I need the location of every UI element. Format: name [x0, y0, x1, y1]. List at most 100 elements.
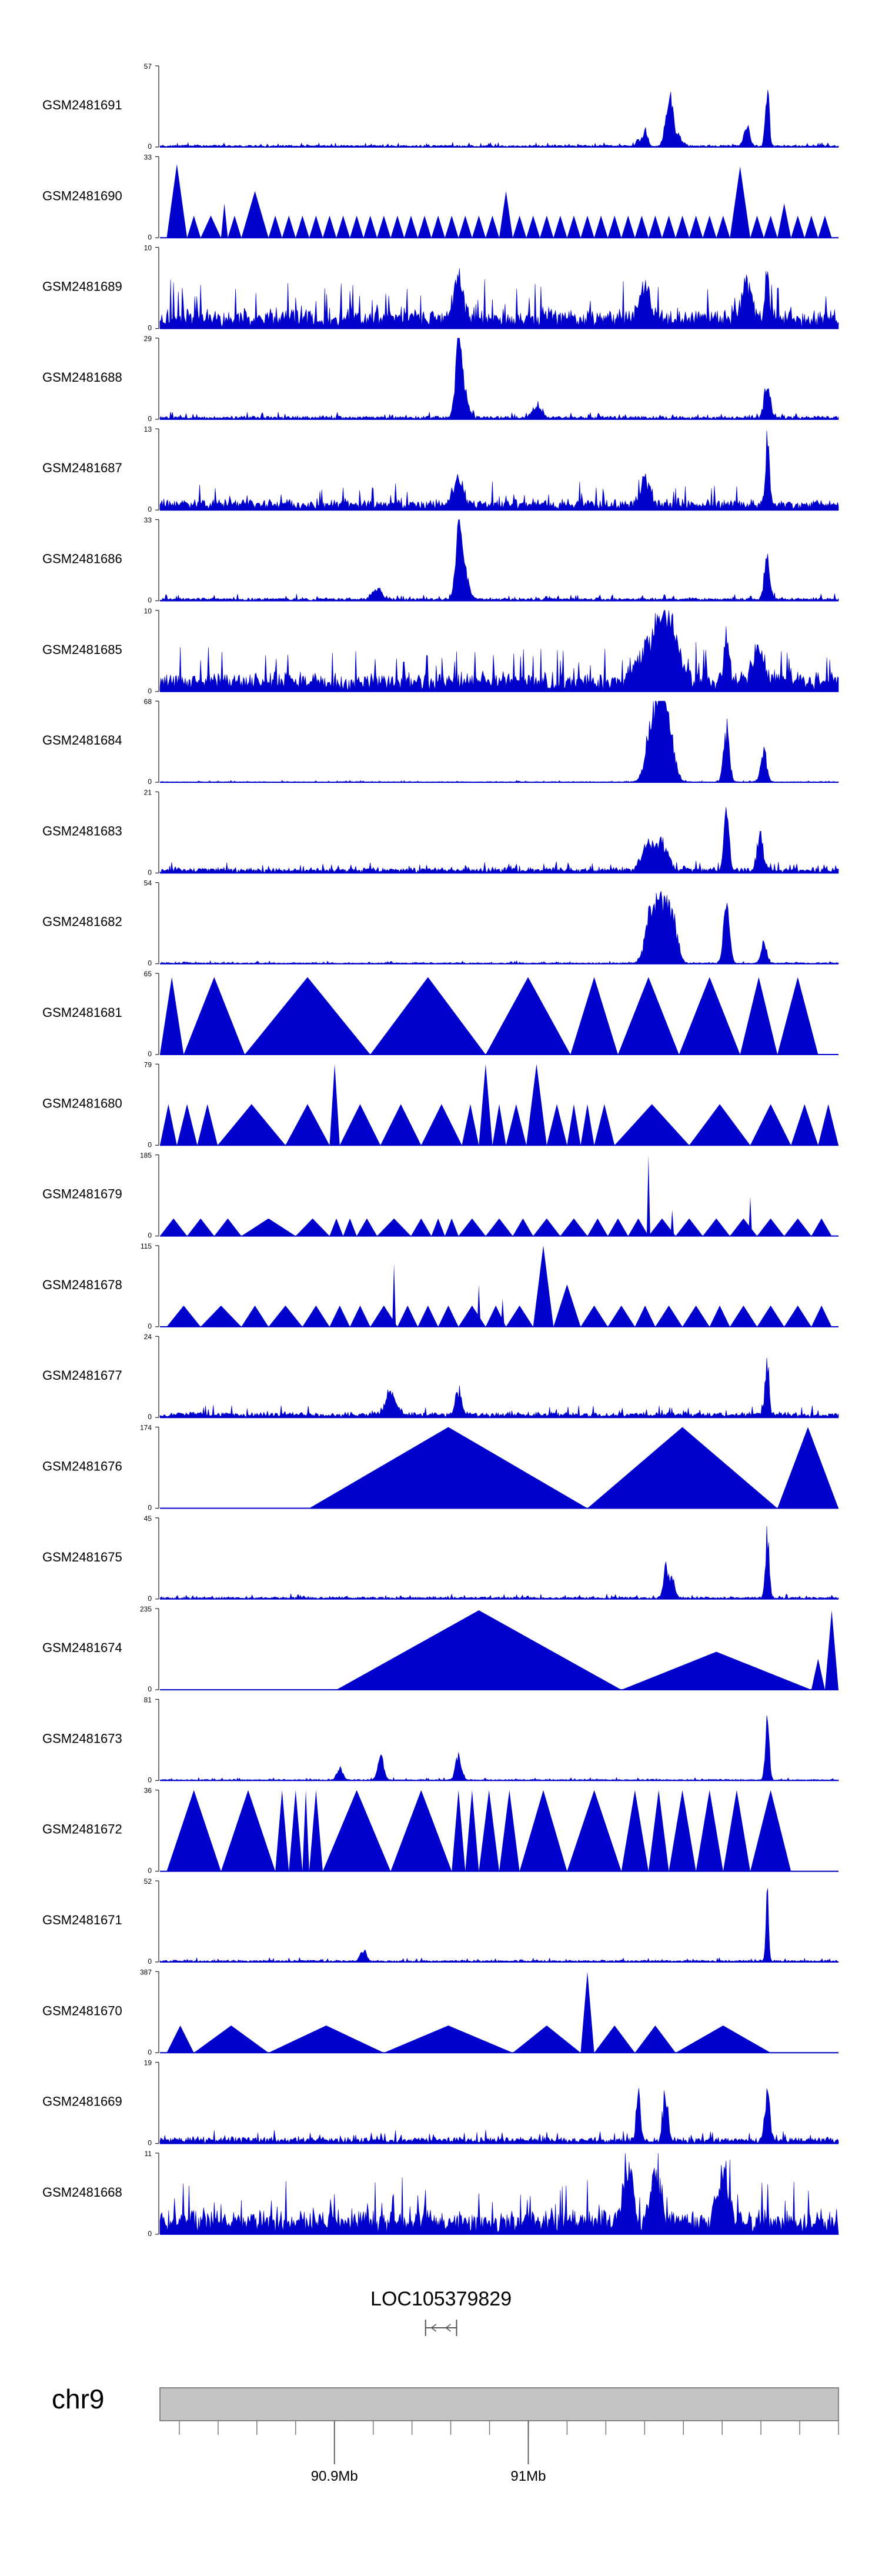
coverage-triangle: [703, 215, 717, 238]
coverage-triangle: [329, 1064, 340, 1146]
coverage-triangle: [689, 1104, 750, 1146]
coverage-triangle: [201, 215, 221, 238]
coverage-triangle: [750, 1104, 791, 1146]
coverage-triangle: [383, 2025, 513, 2053]
coverage-triangle: [818, 1104, 838, 1146]
coverage-spike: [477, 1284, 481, 1327]
track-label: GSM2481690: [42, 188, 122, 203]
coverage-spike: [670, 1209, 674, 1236]
y-tick-label-zero: 0: [148, 142, 152, 151]
track-label: GSM2481683: [42, 823, 122, 838]
coverage-triangle: [804, 215, 818, 238]
coverage-triangle: [553, 1284, 581, 1327]
y-tick-label-max: 36: [144, 1787, 152, 1795]
coverage-triangle: [513, 2025, 581, 2053]
y-tick-label-max: 19: [144, 2059, 152, 2067]
coverage-triangle: [295, 215, 309, 238]
gene-strand-arrow: [445, 2324, 451, 2332]
coverage-triangle: [655, 1305, 683, 1327]
coverage-triangle: [607, 215, 622, 238]
coverage-triangle: [431, 215, 445, 238]
coverage-spike: [748, 1196, 752, 1236]
track-label: GSM2481678: [42, 1277, 122, 1292]
coverage-signal: [159, 89, 839, 148]
track-label: GSM2481691: [42, 98, 122, 112]
coverage-triangle: [696, 1790, 723, 1871]
coverage-triangle: [214, 1218, 242, 1236]
coverage-triangle: [390, 1790, 452, 1871]
coverage-triangle: [648, 1790, 669, 1871]
track-label: GSM2481679: [42, 1187, 122, 1202]
track-label: GSM2481668: [42, 2185, 122, 2200]
coverage-triangle: [648, 215, 662, 238]
gene-strand-arrow: [430, 2324, 437, 2332]
coverage-triangle: [628, 1218, 649, 1236]
coverage-triangle: [302, 1305, 330, 1327]
coverage-triangle: [750, 215, 764, 238]
track-label: GSM2481682: [42, 915, 122, 929]
coverage-signal: [159, 1526, 839, 1600]
coverage-triangle: [445, 1218, 459, 1236]
coverage-triangle: [669, 1790, 696, 1871]
coverage-triangle: [197, 1104, 218, 1146]
coverage-triangle: [228, 215, 242, 238]
coverage-triangle: [791, 215, 805, 238]
track-label: GSM2481686: [42, 552, 122, 566]
coverage-triangle: [417, 215, 432, 238]
coverage-triangle: [750, 1790, 791, 1871]
coverage-triangle: [377, 1218, 411, 1236]
coverage-triangle: [479, 1790, 499, 1871]
y-tick-label-zero: 0: [148, 687, 152, 695]
coverage-triangle: [506, 1305, 533, 1327]
y-tick-label-max: 33: [144, 153, 152, 161]
coverage-triangle: [594, 1104, 615, 1146]
coverage-triangle: [492, 1104, 506, 1146]
track-label: GSM2481680: [42, 1096, 122, 1110]
coverage-signal: [159, 2153, 839, 2235]
coverage-triangle: [824, 1610, 838, 1690]
coverage-triangle: [336, 215, 350, 238]
coverage-triangle: [356, 1218, 377, 1236]
coverage-triangle: [777, 1427, 838, 1509]
coverage-triangle: [614, 1104, 690, 1146]
coverage-triangle: [485, 215, 499, 238]
coverage-triangle: [452, 1790, 466, 1871]
coverage-triangle: [380, 1104, 422, 1146]
coverage-triangle: [183, 977, 245, 1055]
coverage-triangle: [417, 1305, 439, 1327]
coverage-triangle: [220, 1790, 276, 1871]
coverage-triangle: [791, 1104, 818, 1146]
coverage-triangle: [275, 1790, 289, 1871]
y-tick-label-zero: 0: [148, 1413, 152, 1421]
coverage-signal: [159, 1715, 839, 1781]
coverage-triangle: [777, 977, 818, 1055]
coverage-triangle: [580, 215, 594, 238]
coverage-triangle: [329, 1218, 343, 1236]
coverage-triangle: [458, 1305, 486, 1327]
coverage-triangle: [187, 215, 201, 238]
y-tick-label-zero: 0: [148, 2230, 152, 2238]
coverage-triangle: [218, 1104, 286, 1146]
coverage-triangle: [811, 1305, 832, 1327]
coverage-triangle: [160, 1218, 188, 1236]
coverage-triangle: [160, 1104, 177, 1146]
coverage-triangle: [784, 1218, 811, 1236]
y-tick-label-max: 52: [144, 1877, 152, 1886]
chromosome-label: chr9: [52, 2384, 104, 2414]
coverage-triangle: [709, 1305, 730, 1327]
coverage-triangle: [363, 215, 377, 238]
coverage-triangle: [462, 1104, 479, 1146]
y-tick-label-max: 10: [144, 607, 152, 615]
y-tick-label-max: 54: [144, 879, 152, 887]
coverage-triangle: [567, 1104, 581, 1146]
coverage-triangle: [309, 215, 323, 238]
chromosome-band: [159, 2387, 839, 2421]
coverage-signal: [159, 431, 839, 510]
coverage-triangle: [526, 215, 540, 238]
coverage-triangle: [187, 1218, 215, 1236]
coverage-triangle: [648, 1218, 676, 1236]
coverage-triangle: [580, 1971, 594, 2053]
y-tick-label-max: 115: [141, 1242, 152, 1250]
chromosome-tick-label: 91Mb: [510, 2468, 546, 2484]
coverage-triangle: [465, 1790, 479, 1871]
